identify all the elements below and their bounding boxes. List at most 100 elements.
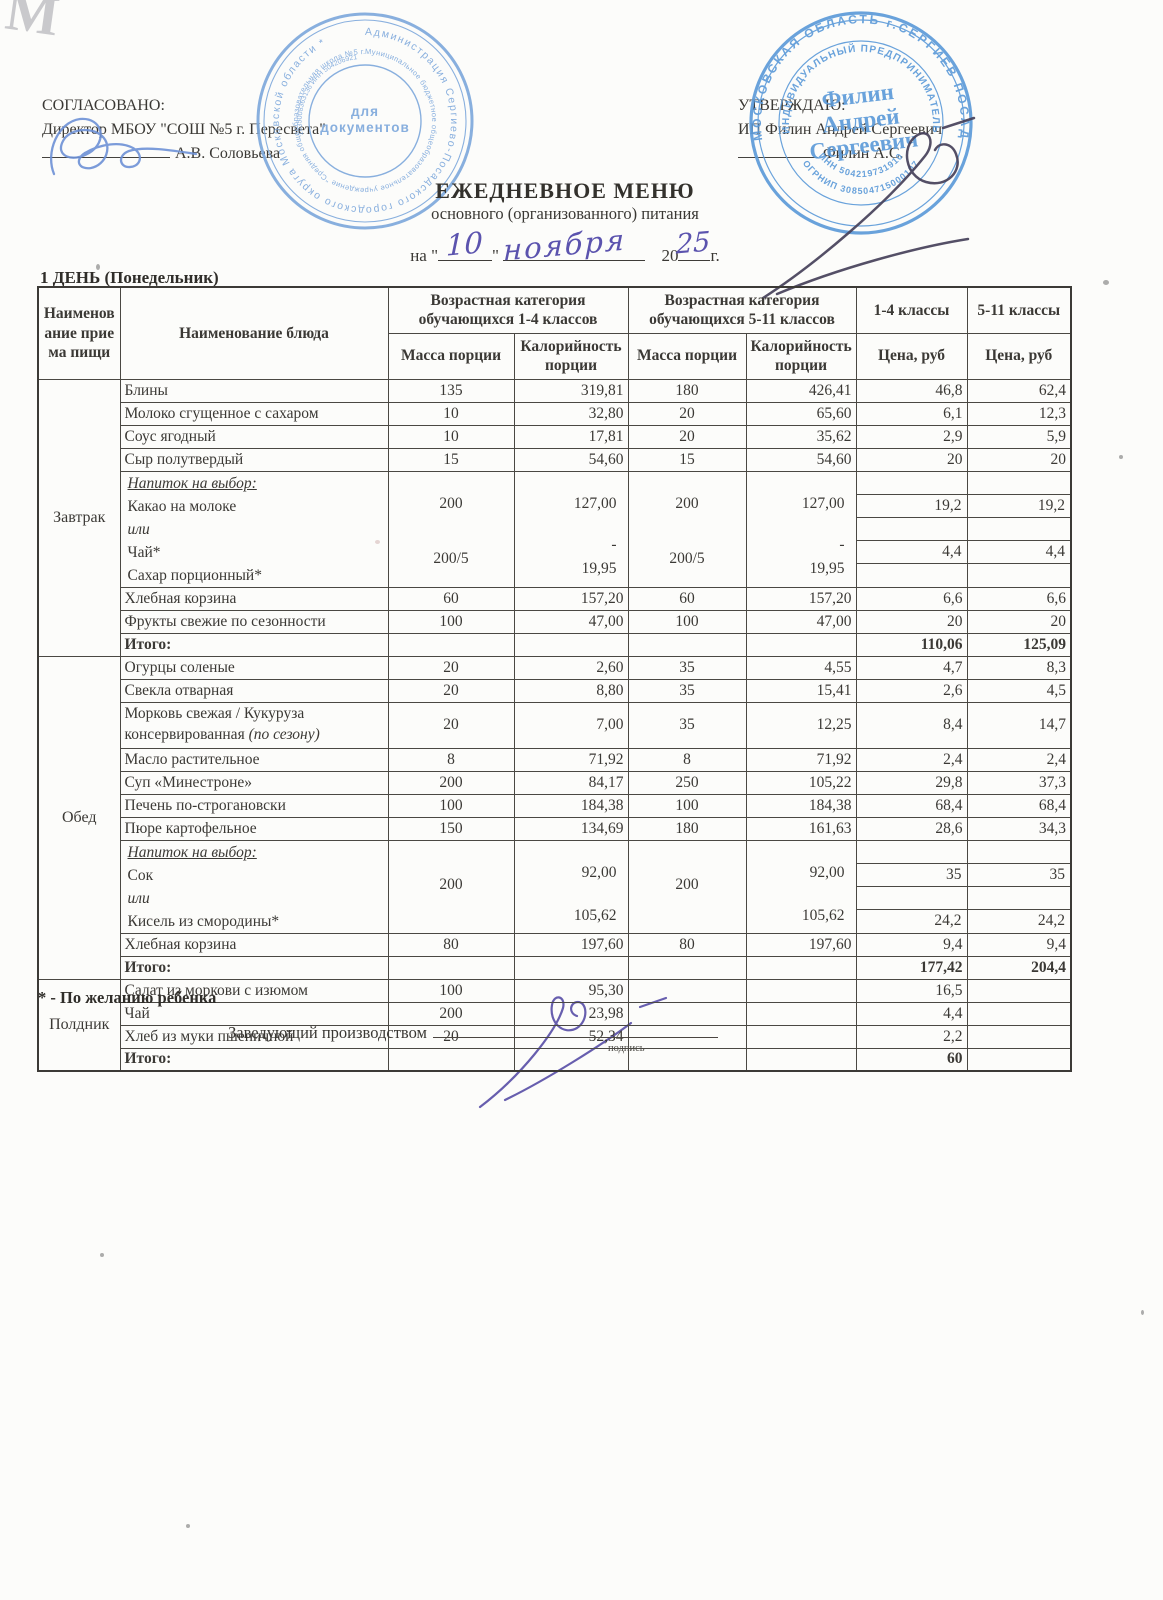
date-month-blank: ноября [503,223,646,267]
table-row: Хлеб из муки пшеничной 20 52,34 2,2 [38,1024,1072,1049]
dish-name: Молоко сгущенное с сахаром [119,401,389,426]
price-subcolumn: 19,2 4,4 [857,472,967,586]
drink-choice-header: Напиток на выбор: [127,474,257,492]
footnote: * - По желанию ребенка [38,988,217,1007]
price-5-11: 9,4 [966,932,1072,957]
kcal-1-4: 197,60 [513,932,629,957]
empty-cell [627,955,747,980]
price-5-11: 12,3 [966,401,1072,426]
mass-1-4: 20 [387,678,515,703]
kcal-1-4: 54,60 [513,447,629,472]
total-price-5-11: 204,4 [966,955,1072,980]
mass-5-11: 8 [627,747,747,772]
empty-cell [627,978,747,1003]
price-5-11: 37,3 [966,770,1072,795]
kcal-value: 92,00 [809,863,845,881]
agreed-block: СОГЛАСОВАНО: Директор МБОУ "СОШ №5 г. Пе… [42,94,326,166]
header-kcal-5-11: Калорийность порции [745,332,857,380]
day-heading: 1 ДЕНЬ (Понедельник) [40,268,219,287]
date-line: на " 10 " ноября 20 25 г. [0,223,1130,268]
dish-name: Свекла отварная [119,678,389,703]
kcal-5-11: 35,62 [745,424,857,449]
meal-label-lunch: Обед [37,655,121,980]
empty-cell [745,978,857,1003]
kcal-1-4: 23,98 [513,1001,629,1026]
price-1-4: 2,9 [855,424,968,449]
agreed-signer: А.В. Соловьева [175,145,281,162]
date-suffix: г. [710,246,720,265]
mass-1-4: 20 [387,701,515,749]
price-1-4: 8,4 [855,701,968,749]
price-5-11: 8,3 [966,655,1072,680]
drink-mass-1-4: 200 200/5 [387,470,515,588]
price-subcell-empty [968,472,1071,495]
kcal-5-11: 65,60 [745,401,857,426]
date-year-blank: 25 [676,226,711,261]
title-block: ЕЖЕДНЕВНОЕ МЕНЮ основного (организованно… [0,178,1130,224]
mass-5-11: 60 [627,586,747,611]
price-subcell-empty [968,887,1071,910]
price-1-4: 2,2 [855,1024,968,1049]
price-subcell: 24,2 [1037,911,1066,929]
mass-1-4: 80 [387,932,515,957]
empty-cell [966,1024,1072,1049]
dish-name: Хлебная корзина [119,932,389,957]
total-row: Итого: 177,42 204,4 [38,955,1072,980]
handwritten-month: ноября [503,222,627,268]
mass-1-4: 8 [387,747,515,772]
price-1-4: 20 [855,447,968,472]
dish-name: Хлебная корзина [119,586,389,611]
drink-price-1-4: 19,2 4,4 [855,470,968,588]
header-price-1-4: Цена, руб [855,332,968,380]
manager-line: Заведующий производством [228,1022,718,1043]
price-1-4: 16,5 [855,978,968,1003]
agreed-line2: Директор МБОУ "СОШ №5 г. Пересвета" [42,121,326,138]
dish-name-note: (по сезону) [248,726,320,743]
header-price-5-11: Цена, руб [966,332,1072,380]
price-1-4: 46,8 [855,378,968,403]
total-price-1-4: 177,42 [855,955,968,980]
price-subcell: 4,4 [968,541,1071,564]
kcal-1-4: 184,38 [513,793,629,818]
mass-5-11: 250 [627,770,747,795]
table-row: Печень по-строгановски 100 184,38 100 18… [38,793,1072,818]
kcal-value: 19,95 [581,559,617,577]
kcal-1-4: 47,00 [513,609,629,634]
empty-cell [513,632,629,657]
price-5-11: 4,5 [966,678,1072,703]
price-subcell-empty [968,518,1071,541]
table-row: Сыр полутвердый 15 54,60 15 54,60 20 20 [38,447,1072,472]
kcal-1-4: 84,17 [513,770,629,795]
drink-choice-block: Напиток на выбор: Сок или Кисель из смор… [38,839,1072,934]
mass-1-4: 200 [387,770,515,795]
price-5-11: 14,7 [966,701,1072,749]
mass-1-4: 135 [387,378,515,403]
mass-5-11: 180 [627,378,747,403]
total-label: Итого: [119,1047,389,1072]
table-row: Фрукты свежие по сезонности 100 47,00 10… [38,609,1072,634]
scan-speck [100,1253,104,1257]
mass-value: 200/5 [433,549,469,567]
empty-cell [745,1047,857,1072]
price-subcell: 4,4 [857,541,967,564]
price-1-4: 6,1 [855,401,968,426]
header-grades-5-11: 5-11 классы [966,286,1072,334]
mass-5-11: 15 [627,447,747,472]
school-stamp-center-1: для [351,104,379,119]
price-1-4: 68,4 [855,793,968,818]
date-prefix: на " [410,246,439,265]
mass-1-4: 20 [387,655,515,680]
dish-name: Печень по-строгановски [119,793,389,818]
empty-cell [966,1047,1072,1072]
price-subcell-empty [968,841,1071,864]
kcal-5-11: 157,20 [745,586,857,611]
mass-1-4: 10 [387,401,515,426]
manager-label: Заведующий производством [228,1023,427,1042]
school-stamp-center-2: документов [320,120,410,135]
empty-cell [745,632,857,657]
mass-1-4: 150 [387,816,515,841]
drink-choice-header: Напиток на выбор: [127,843,257,861]
header-mass-5-11: Масса порции [627,332,747,380]
kcal-5-11: 15,41 [745,678,857,703]
kcal-1-4: 95,30 [513,978,629,1003]
